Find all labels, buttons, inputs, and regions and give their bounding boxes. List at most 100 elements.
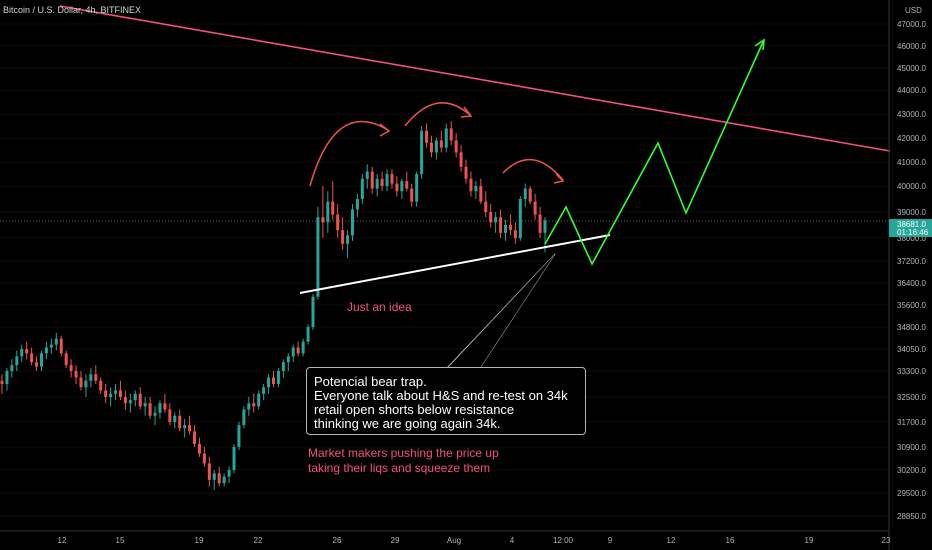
candle <box>355 193 359 218</box>
candle <box>158 400 162 419</box>
candle-body <box>405 181 409 189</box>
price-tag-value: 38681.0 <box>897 220 926 229</box>
candle-body <box>518 199 522 238</box>
date-tick-label: 12 <box>58 536 67 545</box>
candle <box>420 126 424 179</box>
candle-body <box>183 425 187 429</box>
candle-body <box>272 377 275 384</box>
price-tick-label: 45000.0 <box>897 64 926 73</box>
candle-body <box>415 174 419 202</box>
candle-body <box>69 365 73 371</box>
candle <box>444 123 448 153</box>
candle-body <box>158 403 162 413</box>
candle <box>346 230 350 259</box>
candle-body <box>296 347 300 354</box>
candle-body <box>395 183 399 192</box>
candle <box>341 217 345 250</box>
candle-body <box>355 199 359 210</box>
candle <box>405 171 409 192</box>
candle <box>499 209 503 238</box>
candle-body <box>336 214 340 231</box>
candle-body <box>350 209 354 236</box>
note-line: Potencial bear trap. <box>314 374 427 389</box>
projection-path[interactable] <box>544 41 764 266</box>
candle-body <box>420 130 424 174</box>
candle <box>114 384 118 401</box>
candle <box>365 164 369 189</box>
price-axis: 47000.0 46000.0 45000.0 44000.0 43000.0 42000… <box>897 20 926 521</box>
candle <box>504 219 508 241</box>
price-tick-label: 32500.0 <box>897 393 926 402</box>
candle-body <box>464 166 468 179</box>
candle <box>370 166 374 194</box>
candle-body <box>138 393 142 407</box>
candle <box>252 393 256 413</box>
candle <box>193 425 197 447</box>
candle <box>434 138 438 160</box>
candle <box>0 374 4 394</box>
candle-body <box>291 347 295 357</box>
candle-body <box>257 393 261 407</box>
candle-body <box>30 353 34 363</box>
candle-body <box>49 344 53 348</box>
price-tag[interactable] <box>889 219 932 237</box>
candle <box>331 181 335 220</box>
candle <box>464 159 468 184</box>
candle <box>538 206 542 238</box>
date-axis: 12 15 19 22 26 29 Aug 4 12:00 9 12 16 19 23 <box>58 536 891 545</box>
candle-body <box>217 473 221 484</box>
candle <box>232 443 236 474</box>
support-line[interactable] <box>299 234 611 294</box>
callout-note[interactable]: Potencial bear trap. Everyone talk about… <box>306 367 586 435</box>
candle <box>286 353 290 371</box>
price-tick-label: 33300.0 <box>897 367 926 376</box>
candle-body <box>0 380 4 384</box>
candle <box>296 341 300 357</box>
candle <box>128 393 132 413</box>
candle-body <box>429 142 433 153</box>
candle-body <box>59 338 63 354</box>
candle-body <box>479 186 483 202</box>
symbol-title[interactable]: Bitcoin / U.S. Dollar, 4h, BITFINEX <box>3 5 142 15</box>
candle-body <box>286 356 290 363</box>
candle <box>272 371 275 388</box>
candle-body <box>222 476 226 484</box>
candle <box>202 447 206 467</box>
date-tick-label: 16 <box>726 536 735 545</box>
candle <box>469 171 473 197</box>
candle-body <box>128 400 132 404</box>
candle <box>79 371 83 391</box>
price-tick-label: 41000.0 <box>897 158 926 167</box>
candle <box>439 130 443 153</box>
candle-body <box>237 425 241 447</box>
resistance-line[interactable] <box>59 5 891 152</box>
price-tag-countdown: 01:16:46 <box>897 228 929 237</box>
note-line: thinking we are going again 34k. <box>314 416 501 431</box>
candle <box>15 350 19 371</box>
candle <box>104 384 108 404</box>
candle-body <box>321 217 325 223</box>
candle-body <box>10 365 14 371</box>
price-tick-label: 46000.0 <box>897 42 926 51</box>
date-tick-label: 19 <box>805 536 814 545</box>
candle <box>212 470 216 490</box>
price-tick-label: 43000.0 <box>897 110 926 119</box>
candle <box>138 387 142 410</box>
price-tick-label: 29500.0 <box>897 489 926 498</box>
candle <box>291 344 295 363</box>
candle <box>178 409 182 432</box>
date-tick-label: 12:00 <box>553 536 574 545</box>
candle-body <box>44 347 48 354</box>
candle-body <box>242 409 246 426</box>
candle-body <box>267 377 271 388</box>
candle <box>99 377 103 394</box>
candle-body <box>212 473 216 480</box>
candle <box>429 135 433 158</box>
candle-body <box>247 403 251 410</box>
price-tick-label: 34800.0 <box>897 323 926 332</box>
candle <box>30 347 34 366</box>
candle <box>449 121 453 146</box>
price-tick-label: 47000.0 <box>897 20 926 29</box>
candle-body <box>331 201 335 215</box>
